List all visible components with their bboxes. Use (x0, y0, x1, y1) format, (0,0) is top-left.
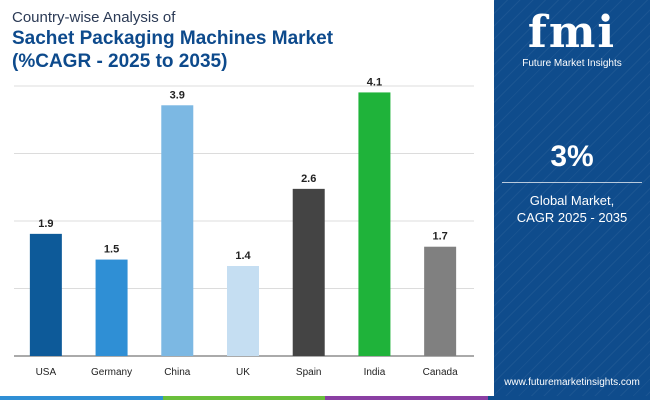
bar-usa (29, 233, 62, 356)
x-tick-label-canada: Canada (423, 367, 458, 378)
bar-india (358, 92, 391, 356)
logo-text: fmi (527, 7, 617, 58)
chart-title-line1: Country-wise Analysis of (12, 9, 176, 26)
side-panel-pattern (494, 0, 650, 400)
bottom-bar-segment (325, 396, 488, 400)
bar-canada (424, 246, 457, 356)
data-label-spain: 2.6 (301, 173, 316, 185)
chart-title-line3: (%CAGR - 2025 to 2035) (12, 51, 228, 72)
logo-subtext: Future Market Insights (522, 58, 622, 69)
x-tick-label-uk: UK (236, 367, 250, 378)
bar-germany (95, 259, 128, 356)
bottom-bar-segment (162, 396, 325, 400)
bottom-bar-segment (487, 396, 650, 400)
bar-chart: 1.9 USA 1.5 Germany 3.9 China 1.4 UK 2.6 Spain 4.1… (14, 76, 474, 378)
bottom-color-bar (0, 396, 650, 400)
x-tick-label-china: China (164, 367, 191, 378)
chart-title-line2: Sachet Packaging Machines Market (12, 28, 334, 49)
bar-uk (227, 266, 259, 356)
global-cagr-label-line1: Global Market, (529, 193, 615, 208)
x-tick-label-india: India (364, 367, 386, 378)
data-label-china: 3.9 (170, 89, 185, 101)
data-label-india: 4.1 (367, 76, 382, 88)
data-label-usa: 1.9 (38, 218, 53, 230)
x-tick-label-usa: USA (36, 367, 57, 378)
global-cagr-value: 3% (550, 140, 594, 173)
bottom-bar-segment (0, 396, 163, 400)
data-label-uk: 1.4 (235, 250, 251, 262)
chart-title-block: Country-wise Analysis of Sachet Packagin… (12, 8, 333, 73)
global-cagr-label: Global Market, CAGR 2025 - 2035 (494, 192, 650, 226)
bar-spain (292, 188, 325, 356)
x-tick-label-spain: Spain (296, 367, 322, 378)
data-label-germany: 1.5 (104, 244, 119, 256)
side-panel: fmi Future Market Insights 3% Global Mar… (494, 0, 650, 400)
global-cagr-label-line2: CAGR 2025 - 2035 (516, 210, 628, 225)
data-label-canada: 1.7 (432, 231, 447, 243)
bar-china (161, 105, 194, 357)
fmi-logo: fmi Future Market Insights (512, 6, 632, 72)
x-tick-label-germany: Germany (91, 367, 132, 378)
website-link[interactable]: www.futuremarketinsights.com (504, 377, 640, 388)
stat-divider (502, 182, 642, 183)
